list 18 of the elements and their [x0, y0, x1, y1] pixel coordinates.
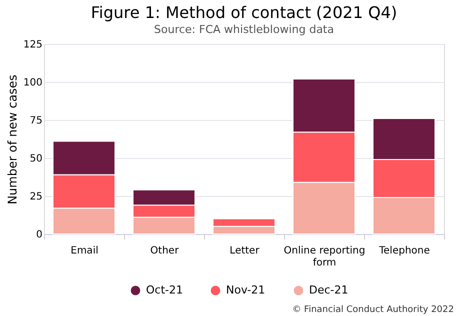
x-tick-label: Other: [150, 246, 180, 256]
legend-label: Dec-21: [309, 284, 348, 297]
legend-label: Oct-21: [146, 284, 183, 297]
y-tick-label: 50: [30, 154, 42, 164]
chart-title: Figure 1: Method of contact (2021 Q4): [90, 3, 398, 22]
x-tick-label: Letter: [230, 246, 260, 256]
y-tick-label: 100: [23, 78, 42, 88]
y-tick-label: 75: [30, 116, 42, 126]
y-tick-label: 125: [23, 40, 42, 50]
y-tick-label: 0: [36, 230, 42, 240]
text: © Financial Conduct Authority 2022: [292, 305, 454, 315]
x-tick-label: Email: [70, 246, 98, 256]
y-axis-title: Number of new cases: [5, 74, 20, 204]
y-tick-label: 25: [30, 192, 42, 202]
x-tick-label: Telephone: [378, 246, 430, 256]
x-tick-label: Online reporting form: [284, 246, 366, 268]
legend-label: Nov-21: [226, 284, 266, 297]
chart-subtitle: Source: FCA whistleblowing data: [154, 23, 334, 36]
